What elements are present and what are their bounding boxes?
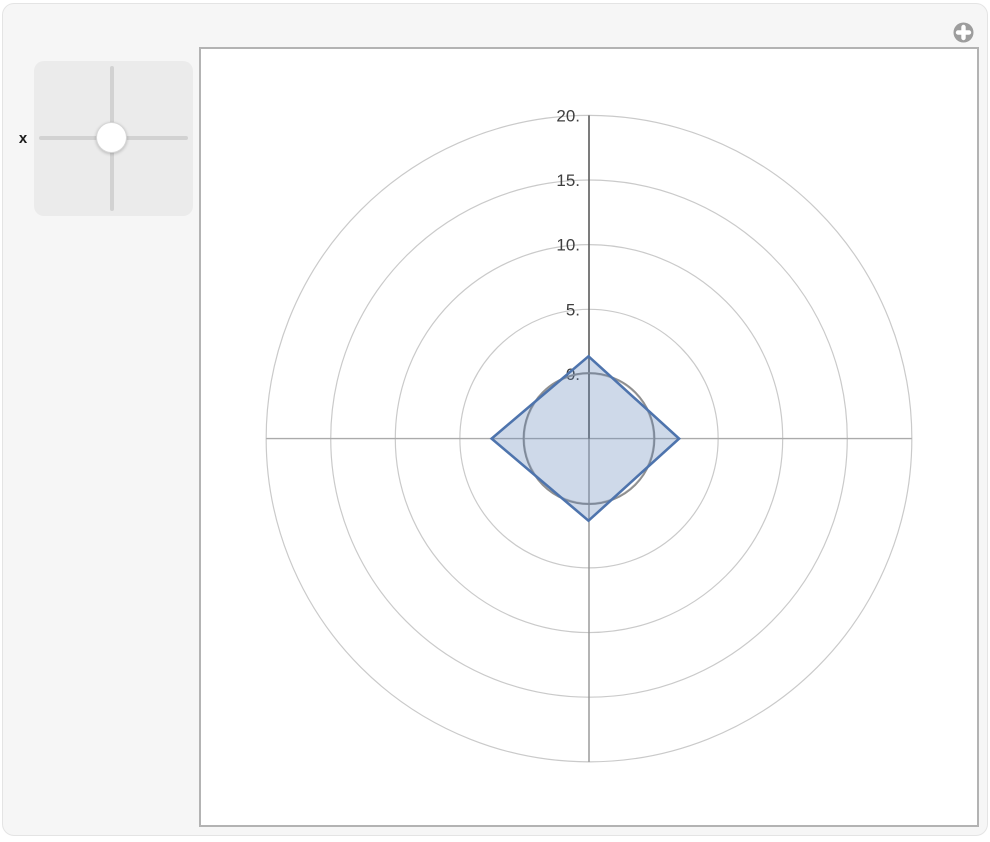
polar-plot-canvas: 0.5.10.15.20. — [265, 106, 913, 763]
manipulate-panel: x 0.5.10.15.20. — [2, 3, 988, 836]
plus-circle-icon — [953, 22, 974, 43]
slider2d-pad[interactable] — [34, 61, 193, 216]
slider-label: x — [18, 130, 28, 147]
gray-circle-curve — [522, 372, 656, 506]
radial-tick-label: 10. — [556, 236, 580, 255]
expand-controls-button[interactable] — [953, 22, 974, 43]
blue-diamond-curve — [489, 354, 682, 523]
radial-tick-label: 15. — [556, 171, 580, 190]
polar-plot: 0.5.10.15.20. — [199, 47, 979, 827]
slider2d-thumb[interactable] — [96, 122, 127, 153]
radial-tick-label: 20. — [556, 106, 580, 125]
radial-tick-label: 5. — [566, 300, 580, 319]
